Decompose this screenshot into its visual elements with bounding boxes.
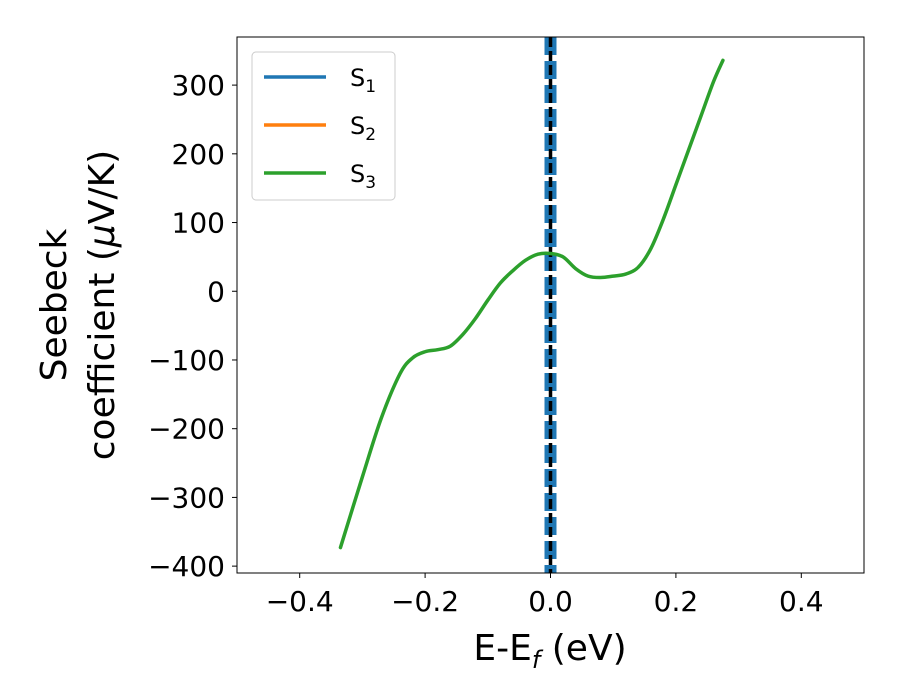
legend-label-3: S3 xyxy=(350,160,376,193)
x-tick-label: 0.0 xyxy=(528,585,573,618)
legend-label-1: S1 xyxy=(350,64,376,97)
y-axis-label-line2: coefficient (μV/K) xyxy=(82,150,123,460)
y-tick-label: 300 xyxy=(172,69,225,102)
y-tick-label: −400 xyxy=(148,550,225,583)
legend: S1 S2 S3 xyxy=(251,51,396,201)
y-tick-label: −300 xyxy=(148,481,225,514)
tick-labels: −0.4 −0.2 0.0 0.2 0.4 −400 −300 −200 −100 0 100 200… xyxy=(148,69,823,618)
y-axis-label: Seebeck coefficient (μV/K) xyxy=(34,150,123,460)
plot-frame xyxy=(236,36,865,574)
x-tick-label: 0.4 xyxy=(779,585,824,618)
x-tick-label: −0.4 xyxy=(266,585,334,618)
x-tick-label: −0.2 xyxy=(391,585,459,618)
y-tick-label: −100 xyxy=(148,344,225,377)
x-axis-label: E-Ef (eV) xyxy=(473,628,626,674)
y-axis-label-line1: Seebeck xyxy=(34,228,75,381)
y-tick-label: 100 xyxy=(172,207,225,240)
series-layer xyxy=(338,58,725,550)
axis-ticks xyxy=(232,84,802,578)
series-line-3 xyxy=(338,58,725,550)
legend-label-2: S2 xyxy=(350,112,376,145)
y-tick-label: 0 xyxy=(207,275,225,308)
y-tick-label: 200 xyxy=(172,138,225,171)
y-tick-label: −200 xyxy=(148,413,225,446)
x-tick-label: 0.2 xyxy=(654,585,699,618)
